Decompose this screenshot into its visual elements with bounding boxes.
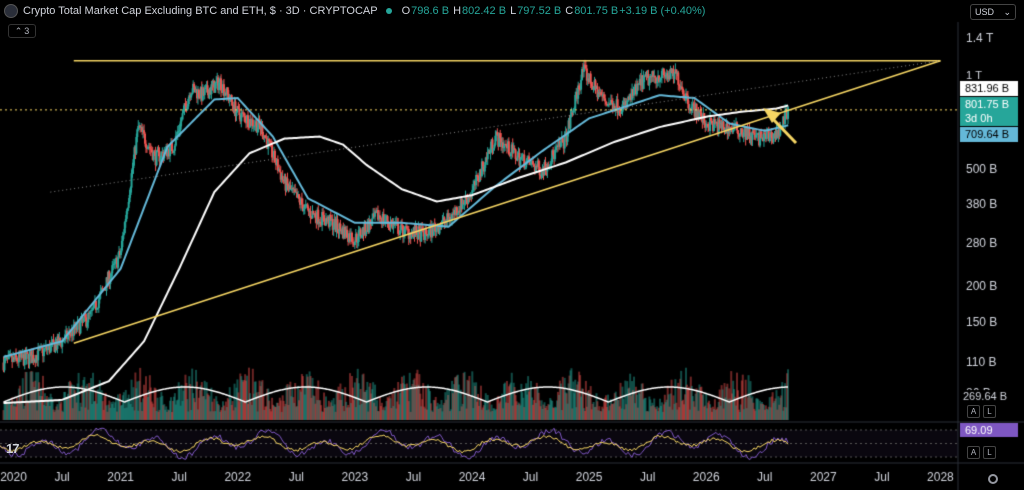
ohlc-open: O798.6 B (401, 5, 450, 17)
volume-scale-log-button[interactable]: L (983, 405, 996, 418)
ohlc-close: C801.75 B (565, 5, 619, 17)
chevron-up-icon: ⌃ (14, 25, 23, 36)
indicators-toggle-button[interactable]: ⌃ 3 (8, 24, 36, 38)
symbol-title[interactable]: Crypto Total Market Cap Excluding BTC an… (23, 5, 378, 17)
rsi-scale-log-button[interactable]: L (983, 446, 996, 459)
ohlc-high: H802.42 B (453, 5, 507, 17)
chevron-down-icon: ⌄ (1003, 6, 1011, 17)
volume-scale-auto-button[interactable]: A (967, 405, 980, 418)
tradingview-logo[interactable]: 17 (6, 441, 20, 456)
chart-header: Crypto Total Market Cap Excluding BTC an… (4, 4, 705, 18)
ohlc-change: +3.19 B (+0.40%) (619, 5, 706, 17)
ohlc-low: L797.52 B (510, 5, 562, 17)
rsi-scale-auto-button[interactable]: A (967, 446, 980, 459)
market-status-icon (385, 8, 392, 14)
symbol-logo-icon (4, 4, 18, 18)
settings-gear-icon[interactable] (988, 474, 998, 484)
currency-select[interactable]: USD ⌄ (970, 4, 1016, 20)
